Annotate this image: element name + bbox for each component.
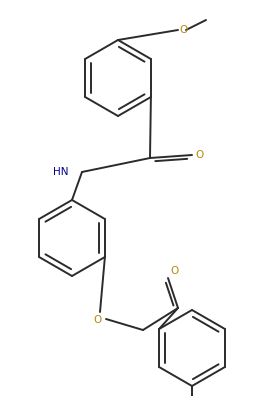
Text: O: O	[170, 266, 178, 276]
Text: O: O	[93, 315, 101, 325]
Text: HN: HN	[53, 167, 68, 177]
Text: O: O	[195, 150, 203, 160]
Text: O: O	[179, 25, 187, 35]
